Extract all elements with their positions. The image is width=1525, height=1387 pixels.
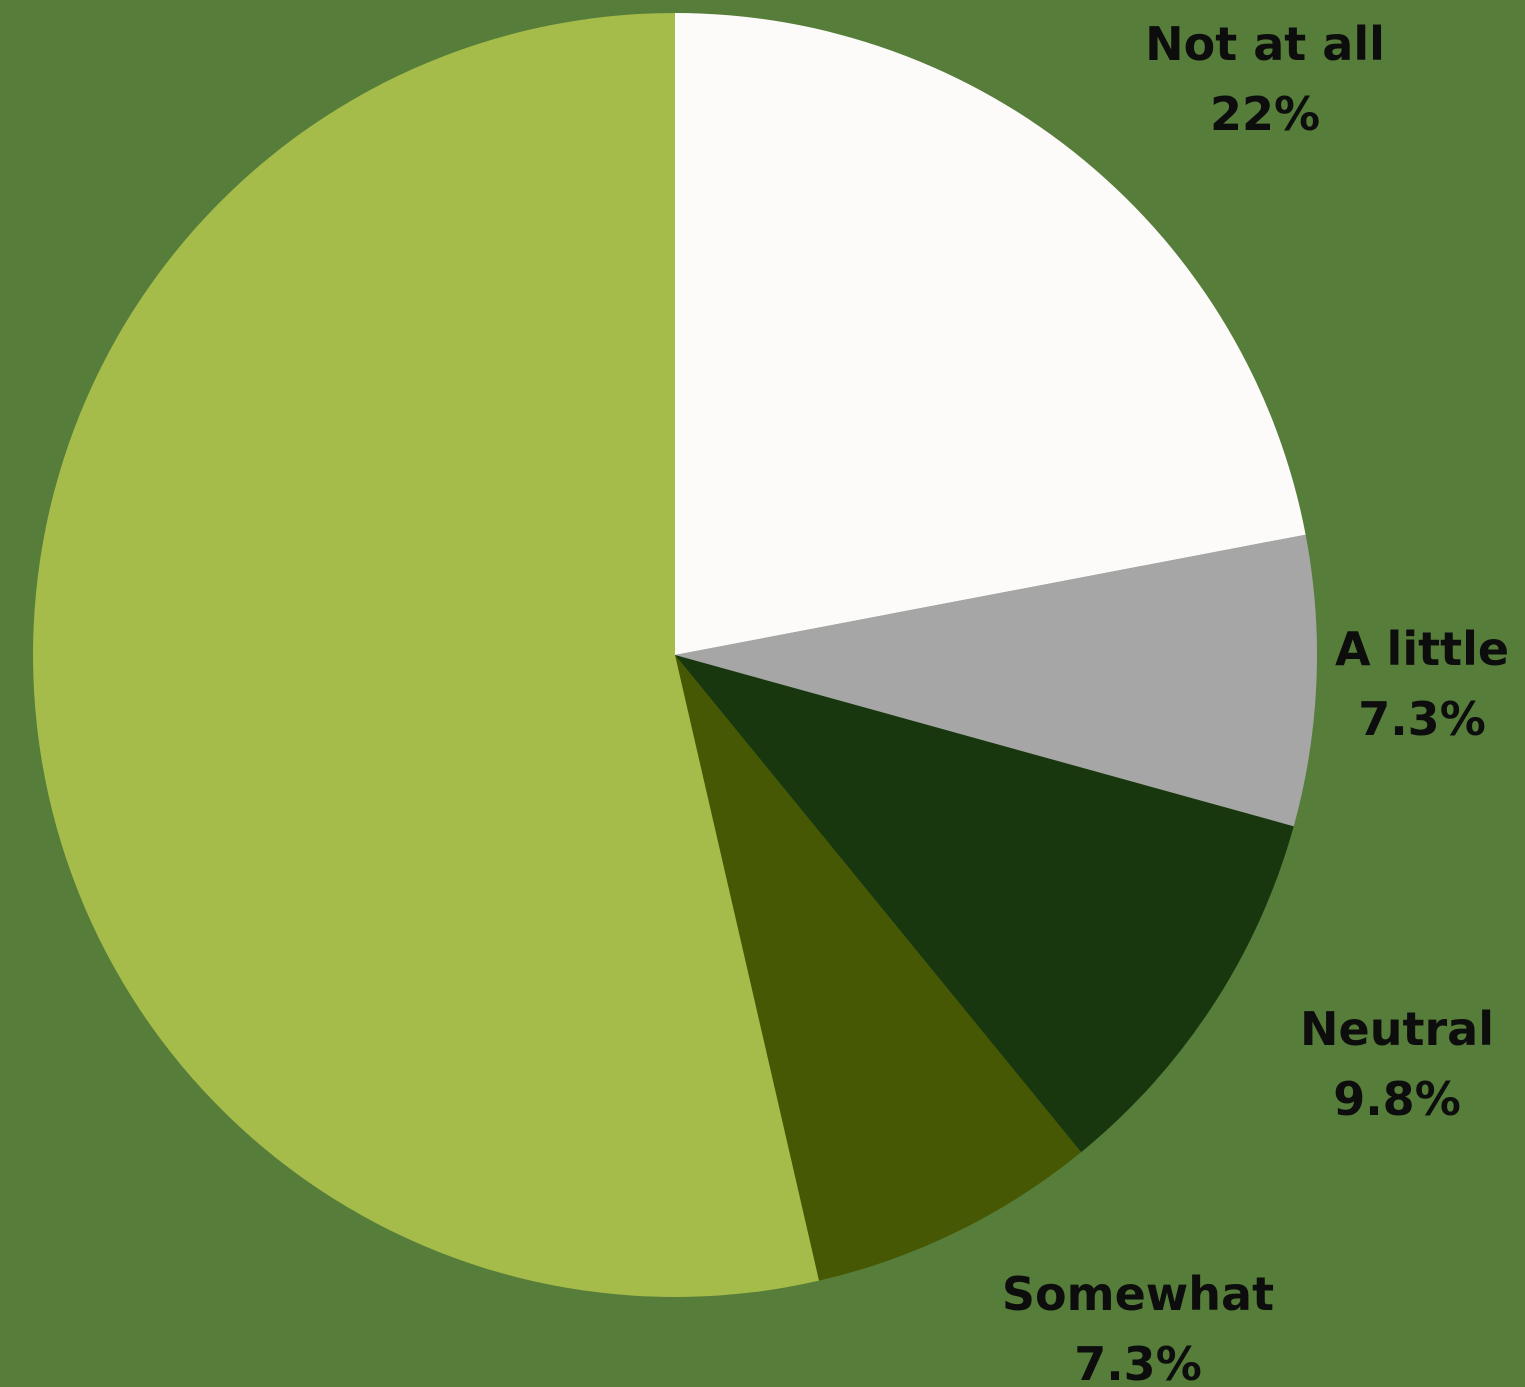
- labels-group: Not at all 22% A little 7.3% Neutral 9.8% Some…: [1002, 17, 1509, 1387]
- slice-value-neutral: 9.8%: [1333, 1072, 1461, 1126]
- pie-slice-unlabeled: [33, 13, 819, 1298]
- slices-group: [33, 13, 1318, 1298]
- pie-slice-a-little: [675, 534, 1318, 827]
- slice-value-a-little: 7.3%: [1358, 692, 1486, 746]
- slice-label-a-little: A little: [1335, 622, 1509, 676]
- pie-slice-not-at-all: [675, 13, 1306, 655]
- slice-value-not-at-all: 22%: [1210, 87, 1320, 141]
- slice-label-not-at-all: Not at all: [1145, 17, 1385, 71]
- slice-label-neutral: Neutral: [1300, 1002, 1494, 1056]
- pie-slice-somewhat: [675, 655, 1082, 1281]
- slice-label-somewhat: Somewhat: [1002, 1267, 1274, 1321]
- pie-slice-neutral: [675, 655, 1294, 1153]
- slice-value-somewhat: 7.3%: [1074, 1337, 1202, 1387]
